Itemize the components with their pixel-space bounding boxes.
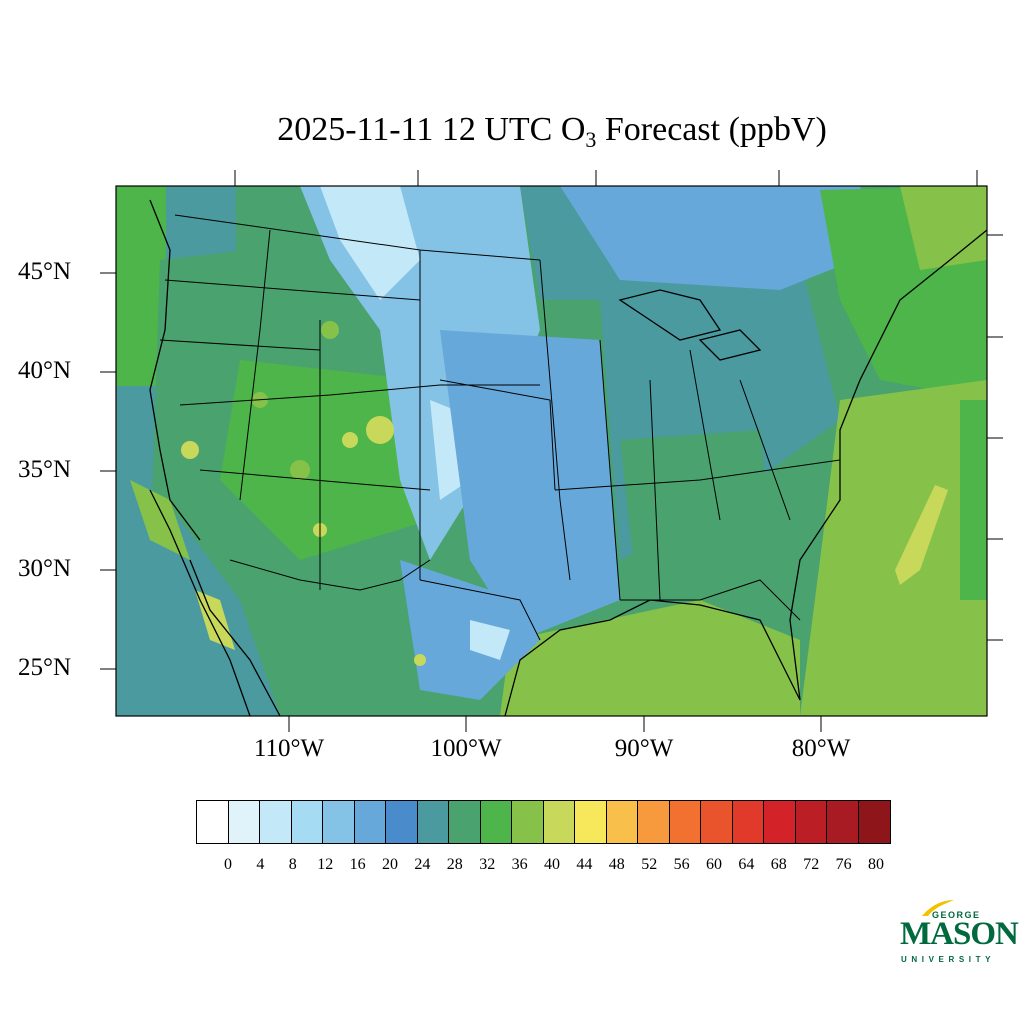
colorbar-tick-label: 68 bbox=[770, 856, 787, 873]
colorbar-tick-label: 20 bbox=[382, 856, 398, 873]
colorbar-box bbox=[701, 801, 733, 843]
logo-mason: MASON bbox=[900, 916, 1019, 952]
lat-label-30: 30°N bbox=[18, 555, 72, 582]
top-ticks bbox=[234, 170, 978, 186]
colorbar-box bbox=[543, 801, 575, 843]
colorbar-box bbox=[480, 801, 512, 843]
colorbar-box bbox=[449, 801, 481, 843]
colorbar-tick-label: 64 bbox=[738, 856, 755, 873]
lon-label-100: 100°W bbox=[430, 735, 502, 762]
chart-title: 2025-11-11 12 UTC O3 Forecast (ppbV) bbox=[0, 108, 1024, 162]
state-borders bbox=[149, 199, 841, 641]
lat-label-35: 35°N bbox=[18, 456, 72, 483]
colorbar-tick-label: 60 bbox=[706, 856, 722, 873]
colorbar bbox=[196, 800, 891, 844]
coastlines bbox=[149, 229, 988, 717]
colorbar-box bbox=[291, 801, 323, 843]
colorbar-box bbox=[386, 801, 418, 843]
logo-university: UNIVERSITY bbox=[901, 955, 996, 964]
colorbar-tick-label: 8 bbox=[288, 856, 297, 873]
colorbar-box bbox=[197, 801, 229, 843]
lon-label-110: 110°W bbox=[253, 735, 325, 762]
colorbar-tick-label: 16 bbox=[349, 856, 366, 873]
george-mason-logo: GEORGE MASON UNIVERSITY bbox=[896, 898, 1019, 968]
colorbar-tick-label: 24 bbox=[414, 856, 431, 873]
colorbar-box bbox=[228, 801, 260, 843]
colorbar-tick-label: 28 bbox=[446, 856, 463, 873]
colorbar-tick-label: 56 bbox=[673, 856, 690, 873]
title-suffix: Forecast (ppbV) bbox=[604, 111, 827, 148]
colorbar-box bbox=[260, 801, 292, 843]
colorbar-tick-label: 40 bbox=[544, 856, 560, 873]
colorbar-tick-label: 0 bbox=[224, 856, 232, 873]
lat-label-40: 40°N bbox=[18, 357, 72, 384]
colorbar-box bbox=[323, 801, 355, 843]
colorbar-box bbox=[354, 801, 386, 843]
logo-george: GEORGE bbox=[932, 910, 981, 920]
title-species: O bbox=[560, 111, 586, 148]
title-species-subscript: 3 bbox=[585, 127, 597, 152]
colorbar-tick-label: 12 bbox=[317, 856, 334, 873]
colorbar-box bbox=[858, 801, 890, 843]
title-date: 2025-11-11 bbox=[277, 111, 434, 148]
colorbar-tick-label: 48 bbox=[608, 856, 625, 873]
map-field bbox=[116, 186, 987, 716]
colorbar-box bbox=[669, 801, 701, 843]
lon-label-80: 80°W bbox=[791, 735, 851, 762]
colorbar-box bbox=[764, 801, 796, 843]
right-ticks bbox=[987, 234, 1003, 641]
colorbar-tick-label: 72 bbox=[803, 856, 820, 873]
colorbar-box bbox=[795, 801, 827, 843]
colorbar-tick-label: 4 bbox=[256, 856, 265, 873]
lon-label-90: 90°W bbox=[614, 735, 674, 762]
colorbar-tick-label: 52 bbox=[641, 856, 658, 873]
colorbar-tick-label: 76 bbox=[835, 856, 852, 873]
bottom-ticks bbox=[288, 716, 822, 732]
map-frame bbox=[115, 185, 988, 717]
colorbar-tick-label: 80 bbox=[868, 856, 884, 873]
colorbar-tick-label: 32 bbox=[479, 856, 496, 873]
colorbar-box bbox=[606, 801, 638, 843]
lat-label-25: 25°N bbox=[18, 654, 72, 681]
lat-label-45: 45°N bbox=[18, 258, 72, 285]
colorbar-box bbox=[417, 801, 449, 843]
colorbar-box bbox=[827, 801, 859, 843]
title-hour: 12 UTC bbox=[441, 111, 553, 148]
colorbar-box bbox=[638, 801, 670, 843]
left-ticks bbox=[100, 272, 116, 670]
colorbar-tick-label: 36 bbox=[511, 856, 528, 873]
colorbar-box bbox=[512, 801, 544, 843]
colorbar-tick-label: 44 bbox=[576, 856, 593, 873]
colorbar-box bbox=[732, 801, 764, 843]
colorbar-box bbox=[575, 801, 607, 843]
logo-swoosh-icon bbox=[922, 900, 954, 916]
